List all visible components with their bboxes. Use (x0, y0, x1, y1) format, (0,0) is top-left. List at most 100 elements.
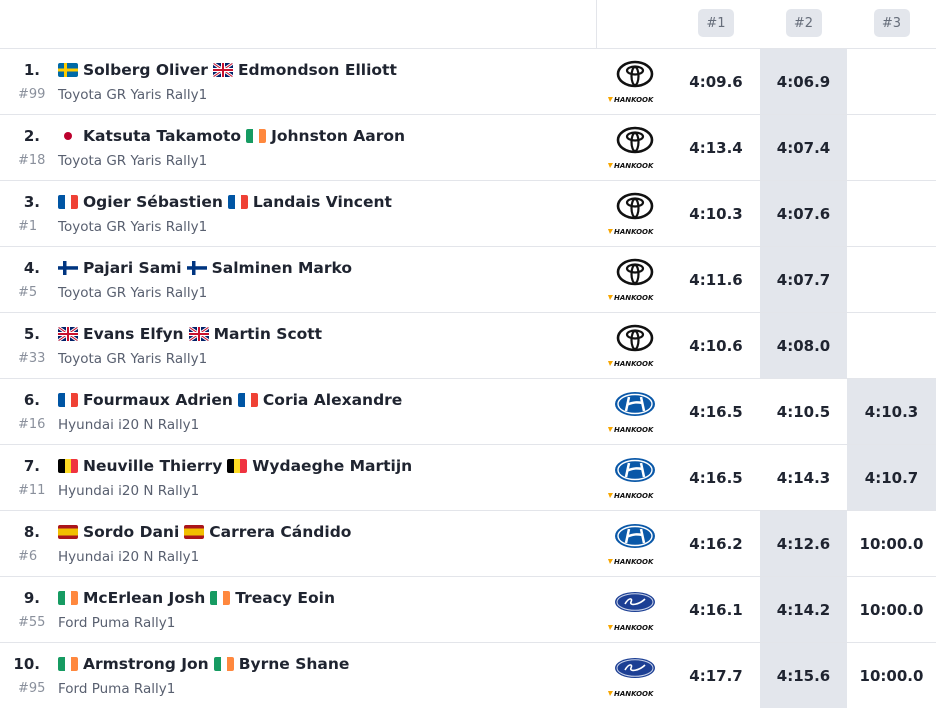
stage-time: 10:00.0 (859, 600, 924, 619)
stage-time: 4:10.3 (847, 379, 936, 444)
crew: Evans Elfyn Martin Scott (58, 325, 322, 343)
flag (58, 525, 78, 539)
team-logo: HANKOOK (608, 324, 654, 368)
result-row: 4:10.3 4:07.6 3. #1 Ogier Sébastien Landais V… (0, 180, 936, 246)
team-logo: HANKOOK (608, 658, 655, 698)
stage-time: 4:10.7 (847, 445, 936, 510)
result-row: 4:10.6 4:08.0 5. #33 Evans Elfyn Martin Scott… (0, 312, 936, 378)
position: 8. (23, 523, 40, 541)
stage-time: 4:07.6 (760, 181, 847, 246)
flag (184, 525, 205, 539)
driver: Katsuta Takamoto (83, 127, 242, 145)
driver: McErlean Josh (83, 589, 206, 607)
tyre-brand: HANKOOK (614, 690, 654, 698)
car-number: #95 (18, 681, 46, 696)
driver: Sordo Dani (83, 523, 180, 541)
tyre-brand: HANKOOK (614, 426, 654, 434)
crew: Armstrong Jon Byrne Shane (58, 655, 349, 673)
car-number: #6 (18, 549, 38, 564)
stage-time: 4:14.2 (760, 577, 847, 642)
position: 9. (23, 589, 40, 607)
result-row: 4:13.4 4:07.4 2. #18 Katsuta Takamoto Johnsto… (0, 114, 936, 180)
team-logo: HANKOOK (608, 258, 654, 302)
flag (212, 63, 233, 77)
column-header: #1 (698, 9, 734, 37)
stage-time: 4:10.6 (689, 336, 743, 355)
stage-time: 4:16.5 (689, 468, 743, 487)
position: 4. (23, 259, 40, 277)
driver: Evans Elfyn (83, 325, 184, 343)
stage-time: 4:16.1 (689, 600, 743, 619)
car-number: #16 (18, 417, 46, 432)
tyre-brand: HANKOOK (614, 96, 654, 104)
flag (227, 195, 248, 209)
codriver: Coria Alexandre (262, 391, 403, 409)
stage-time: 4:06.9 (760, 49, 847, 114)
stage-time (847, 49, 936, 114)
stage-time: 4:09.6 (689, 72, 743, 91)
codriver: Treacy Eoin (235, 589, 336, 607)
car-number: #5 (18, 285, 38, 300)
flag (213, 657, 234, 671)
car-number: #18 (18, 153, 46, 168)
column-header: #3 (873, 9, 910, 37)
codriver: Martin Scott (213, 325, 323, 343)
team-logo: HANKOOK (608, 524, 655, 566)
result-row: 4:16.1 4:14.2 10:00.0 9. #55 McErlean Josh Tre… (0, 576, 936, 642)
car-model: Ford Puma Rally1 (58, 615, 176, 631)
flag (58, 261, 78, 275)
team-logo: HANKOOK (608, 458, 655, 500)
car-model: Hyundai i20 N Rally1 (58, 549, 200, 565)
stage-time: 4:12.6 (760, 511, 847, 576)
stage-time: 10:00.0 (859, 666, 924, 685)
car-model: Toyota GR Yaris Rally1 (58, 153, 208, 169)
car-number: #33 (18, 351, 46, 366)
position: 5. (23, 325, 40, 343)
stage-time (847, 181, 936, 246)
crew: Pajari Sami Salminen Marko (58, 259, 352, 277)
tyre-brand: HANKOOK (614, 294, 654, 302)
driver: Fourmaux Adrien (83, 391, 233, 409)
stage-time: 4:07.7 (760, 247, 847, 312)
position: 2. (23, 127, 40, 145)
stage-time: 4:16.2 (689, 534, 743, 553)
car-number: #1 (18, 219, 38, 234)
position: 3. (23, 193, 40, 211)
position: 6. (23, 391, 40, 409)
result-row: 4:17.7 4:15.6 10:00.0 10. #95 Armstrong Jon By… (0, 642, 936, 708)
position: 1. (23, 61, 40, 79)
crew: Sordo Dani Carrera Cándido (58, 523, 351, 541)
stage-time (847, 313, 936, 378)
crew: Fourmaux Adrien Coria Alexandre (58, 391, 402, 409)
codriver: Landais Vincent (252, 193, 392, 211)
divider (596, 0, 597, 48)
stage-time: 4:17.7 (689, 666, 743, 685)
codriver: Salminen Marko (211, 259, 353, 277)
car-model: Ford Puma Rally1 (58, 681, 176, 697)
car-model: Hyundai i20 N Rally1 (58, 417, 200, 433)
car-model: Toyota GR Yaris Rally1 (58, 219, 208, 235)
car-model: Toyota GR Yaris Rally1 (58, 351, 208, 367)
crew: McErlean Josh Treacy Eoin (58, 589, 335, 607)
result-row: 4:09.6 4:06.9 1. #99 Solberg Oliver Edmondson… (0, 48, 936, 114)
crew: Solberg Oliver Edmondson Elliott (58, 61, 397, 79)
flag (58, 129, 78, 143)
crew: Katsuta Takamoto Johnston Aaron (58, 127, 405, 145)
stage-time: 4:16.5 (689, 402, 743, 421)
stage-time: 4:10.3 (689, 204, 743, 223)
stage-time: 4:07.4 (760, 115, 847, 180)
team-logo: HANKOOK (608, 392, 655, 434)
driver: Solberg Oliver (83, 61, 208, 79)
flag (237, 393, 258, 407)
stage-time (847, 247, 936, 312)
result-row: 4:16.2 4:12.6 10:00.0 8. #6 Sordo Dani Carrera… (0, 510, 936, 576)
flag (210, 591, 231, 605)
flag (58, 657, 78, 671)
stage-time (847, 115, 936, 180)
position: 7. (23, 457, 40, 475)
team-logo: HANKOOK (608, 60, 654, 104)
tyre-brand: HANKOOK (614, 228, 654, 236)
codriver: Carrera Cándido (209, 523, 352, 541)
flag (58, 327, 78, 341)
